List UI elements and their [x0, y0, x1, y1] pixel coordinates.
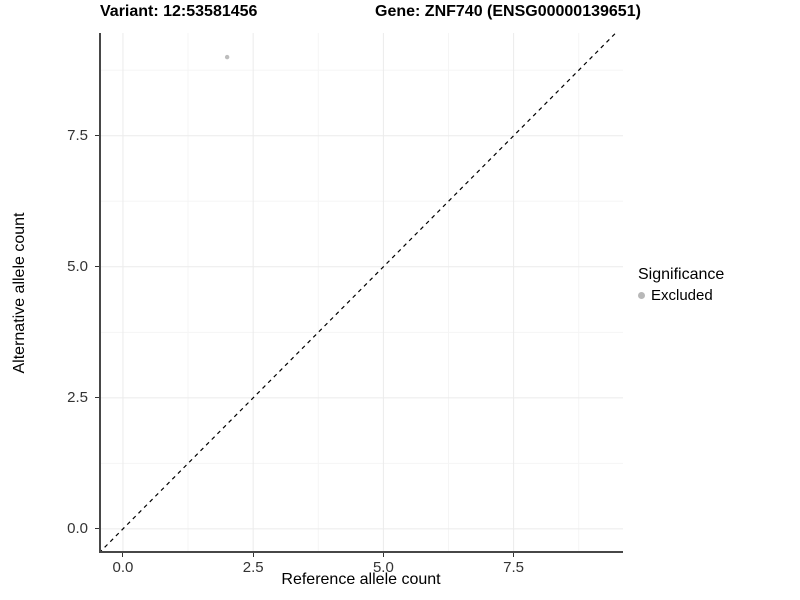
plot-title-gene: Gene: ZNF740 (ENSG00000139651) [375, 3, 641, 20]
x-tick-mark [513, 553, 515, 557]
x-tick-label: 2.5 [242, 559, 264, 576]
chart-canvas [98, 32, 623, 554]
plot-title-variant: Variant: 12:53581456 [100, 3, 258, 20]
x-tick-label: 5.0 [372, 559, 394, 576]
x-tick-mark [122, 553, 124, 557]
x-tick-label: 7.5 [503, 559, 525, 576]
y-tick-label: 5.0 [67, 257, 88, 275]
plot-panel [98, 32, 623, 554]
x-tick-label: 0.0 [112, 559, 134, 576]
x-tick-mark [252, 553, 254, 557]
x-tick-mark [382, 553, 384, 557]
y-axis-title: Alternative allele count [11, 212, 28, 374]
legend: Significance Excluded [638, 266, 724, 304]
y-tick-label: 0.0 [67, 519, 88, 537]
y-tick-mark [95, 397, 99, 399]
y-tick-mark [95, 135, 99, 137]
identity-dashed-line [98, 32, 617, 554]
legend-title: Significance [638, 266, 725, 283]
y-tick-label: 2.5 [67, 388, 88, 406]
x-axis-title: Reference allele count [281, 571, 441, 588]
legend-items: Excluded [638, 287, 724, 304]
legend-item: Excluded [638, 287, 724, 304]
data-point [224, 54, 230, 60]
legend-point-icon [638, 292, 645, 299]
y-tick-label: 7.5 [67, 126, 88, 144]
y-tick-mark [95, 528, 99, 530]
legend-item-label: Excluded [651, 287, 713, 304]
y-tick-mark [95, 266, 99, 268]
